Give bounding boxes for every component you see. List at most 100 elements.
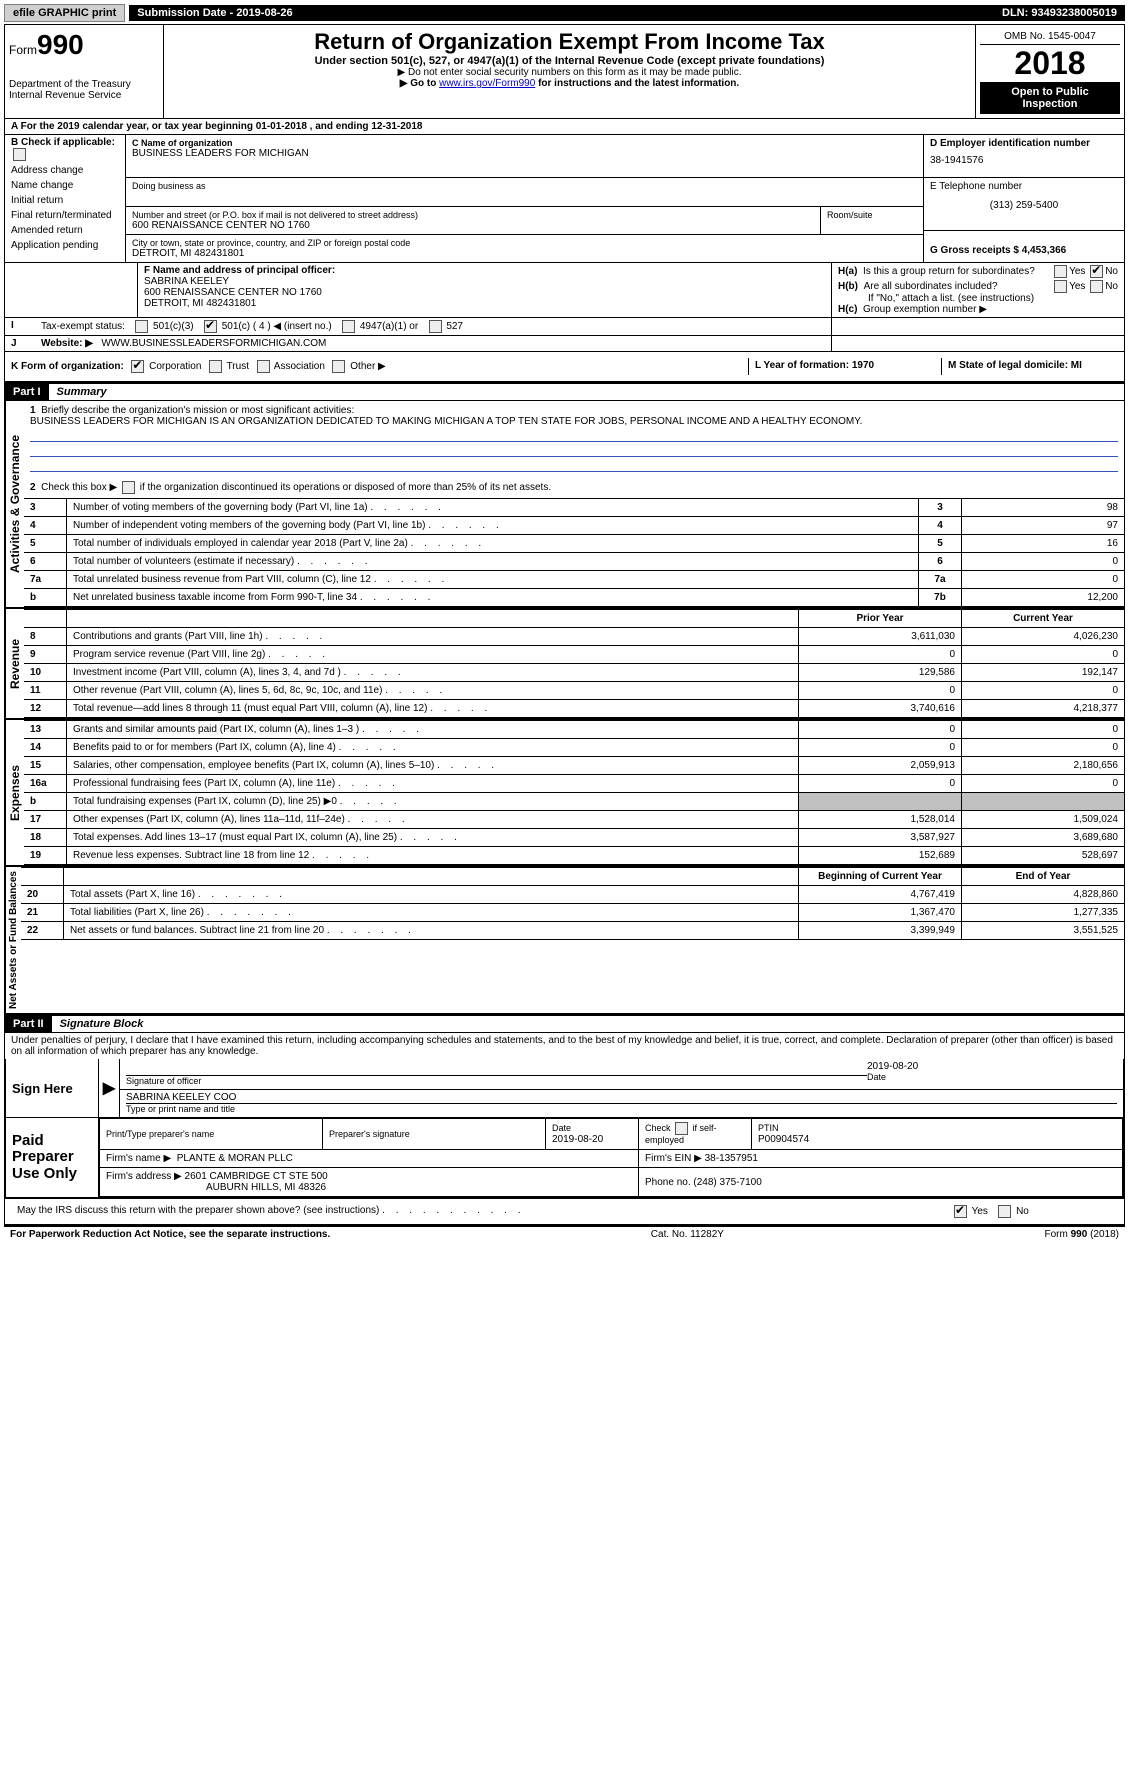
firm-ein-label: Firm's EIN ▶ <box>645 1153 702 1164</box>
ha-yes-checkbox[interactable] <box>1054 265 1067 278</box>
h-section: H(a) Is this a group return for subordin… <box>831 263 1124 317</box>
telephone: (313) 259-5400 <box>930 200 1118 211</box>
gross-receipts: G Gross receipts $ 4,453,366 <box>930 245 1066 256</box>
firm-addr-cell: Firm's address ▶ 2601 CAMBRIDGE CT STE 5… <box>100 1168 639 1197</box>
d-label: D Employer identification number <box>930 138 1090 149</box>
discuss-no: No <box>1016 1206 1029 1217</box>
l-cell: L Year of formation: 1970 <box>748 358 941 375</box>
hb-text: Are all subordinates included? <box>864 281 998 292</box>
officer-name: SABRINA KEELEY <box>144 276 229 287</box>
header-right: OMB No. 1545-0047 2018 Open to Public In… <box>975 25 1124 118</box>
sign-here-label: Sign Here <box>6 1059 99 1117</box>
part2-header: Part II <box>5 1016 52 1032</box>
g-cell: G Gross receipts $ 4,453,366 <box>924 231 1124 259</box>
end-header: End of Year <box>1016 871 1071 882</box>
officer-addr2: DETROIT, MI 482431801 <box>144 298 256 309</box>
i-content: Tax-exempt status: 501(c)(3) 501(c) ( 4 … <box>35 318 831 335</box>
two-col-header: Prior Year Current Year <box>24 610 1124 628</box>
self-employed-checkbox[interactable] <box>675 1122 688 1135</box>
footer-left: For Paperwork Reduction Act Notice, see … <box>10 1229 330 1240</box>
section-fh: F Name and address of principal officer:… <box>5 262 1124 318</box>
hb-label: H(b) <box>838 281 858 292</box>
table-row: 20 Total assets (Part X, line 16) . . . … <box>21 886 1124 904</box>
k-trust-checkbox[interactable] <box>209 360 222 373</box>
d-cell: D Employer identification number 38-1941… <box>924 135 1124 178</box>
i-text: Tax-exempt status: <box>41 321 125 332</box>
row-i: I Tax-exempt status: 501(c)(3) 501(c) ( … <box>5 318 1124 336</box>
dots: . . . . . . . . . . . <box>382 1205 524 1216</box>
k-other-checkbox[interactable] <box>332 360 345 373</box>
i-opt1: 501(c)(3) <box>153 321 194 332</box>
governance-table: 3 Number of voting members of the govern… <box>24 498 1124 607</box>
sig-date: 2019-08-20 <box>867 1061 1117 1072</box>
sig-line[interactable] <box>126 1061 867 1076</box>
prep-name-label: Print/Type preparer's name <box>106 1129 214 1139</box>
ha-yes: Yes <box>1069 266 1085 277</box>
col-deg: D Employer identification number 38-1941… <box>923 135 1124 262</box>
k-corp: Corporation <box>149 361 201 372</box>
hc-label: H(c) <box>838 304 857 315</box>
b-initial-return: Initial return <box>5 193 125 208</box>
i-opt4: 527 <box>446 321 463 332</box>
col-c: C Name of organization BUSINESS LEADERS … <box>126 135 923 262</box>
ein: 38-1941576 <box>930 155 1118 166</box>
hb-yes-checkbox[interactable] <box>1054 280 1067 293</box>
sig-date-label: Date <box>867 1072 886 1082</box>
discuss-yes: Yes <box>972 1206 988 1217</box>
row-j: J Website: ▶ WWW.BUSINESSLEADERSFORMICHI… <box>5 336 1124 352</box>
sidebar-expenses: Expenses <box>5 720 24 865</box>
hb-no-checkbox[interactable] <box>1090 280 1103 293</box>
sign-arrow: ▶ <box>99 1059 120 1117</box>
sig-officer-cell: Signature of officer <box>126 1061 867 1087</box>
ha-no-checkbox[interactable] <box>1090 265 1103 278</box>
ptin-label: PTIN <box>758 1123 779 1133</box>
table-row: 5 Total number of individuals employed i… <box>24 535 1124 553</box>
table-row: 14 Benefits paid to or for members (Part… <box>24 739 1124 757</box>
table-row: 10 Investment income (Part VIII, column … <box>24 664 1124 682</box>
i-501c3-checkbox[interactable] <box>135 320 148 333</box>
table-row: 19 Revenue less expenses. Subtract line … <box>24 847 1124 865</box>
mission-line <box>30 443 1118 457</box>
irs-link[interactable]: www.irs.gov/Form990 <box>439 78 535 89</box>
table-row: 17 Other expenses (Part IX, column (A), … <box>24 811 1124 829</box>
prep-name-cell: Print/Type preparer's name <box>100 1119 323 1150</box>
expenses-content: 13 Grants and similar amounts paid (Part… <box>24 720 1124 865</box>
discuss-no-checkbox[interactable] <box>998 1205 1011 1218</box>
discuss-yes-checkbox[interactable] <box>954 1205 967 1218</box>
prep-date-label: Date <box>552 1123 571 1133</box>
footer-right: Form 990 (2018) <box>1045 1229 1119 1240</box>
firm-name-label: Firm's name ▶ <box>106 1153 171 1164</box>
line2-text: Check this box ▶ if the organization dis… <box>41 482 551 493</box>
revenue-content: Prior Year Current Year 8 Contributions … <box>24 609 1124 718</box>
prep-row-1: Print/Type preparer's name Preparer's si… <box>100 1119 1123 1150</box>
part2-header-row: Part II Signature Block <box>5 1015 1124 1033</box>
revenue-table: Prior Year Current Year 8 Contributions … <box>24 609 1124 718</box>
k-assoc-checkbox[interactable] <box>257 360 270 373</box>
c-addr-row: Number and street (or P.O. box if mail i… <box>126 207 923 235</box>
current-year-header: Current Year <box>1013 613 1073 624</box>
checkbox-applicable[interactable] <box>13 148 26 161</box>
sidebar-netassets: Net Assets or Fund Balances <box>5 867 21 1013</box>
netassets-table: Beginning of Current Year End of Year 20… <box>21 867 1124 940</box>
prep-sig-cell: Preparer's signature <box>323 1119 546 1150</box>
ha-text: Is this a group return for subordinates? <box>863 266 1035 277</box>
line2-checkbox[interactable] <box>122 481 135 494</box>
i-501c-checkbox[interactable] <box>204 320 217 333</box>
officer-addr1: 600 RENAISSANCE CENTER NO 1760 <box>144 287 322 298</box>
prep-self-label: Check if self-employed <box>645 1123 717 1145</box>
i-527-checkbox[interactable] <box>429 320 442 333</box>
k-corp-checkbox[interactable] <box>131 360 144 373</box>
table-row: 15 Salaries, other compensation, employe… <box>24 757 1124 775</box>
table-row: 13 Grants and similar amounts paid (Part… <box>24 721 1124 739</box>
c-city-cell: City or town, state or province, country… <box>126 235 923 262</box>
table-row: 7a Total unrelated business revenue from… <box>24 571 1124 589</box>
b-final-return: Final return/terminated <box>5 208 125 223</box>
efile-button[interactable]: efile GRAPHIC print <box>4 4 125 22</box>
mission-line <box>30 458 1118 472</box>
i-4947-checkbox[interactable] <box>342 320 355 333</box>
table-row: 3 Number of voting members of the govern… <box>24 499 1124 517</box>
footer: For Paperwork Reduction Act Notice, see … <box>4 1226 1125 1242</box>
table-row: 18 Total expenses. Add lines 13–17 (must… <box>24 829 1124 847</box>
sign-section: Sign Here ▶ Signature of officer 2019-08… <box>5 1059 1124 1118</box>
b-header: B Check if applicable: <box>5 135 125 163</box>
